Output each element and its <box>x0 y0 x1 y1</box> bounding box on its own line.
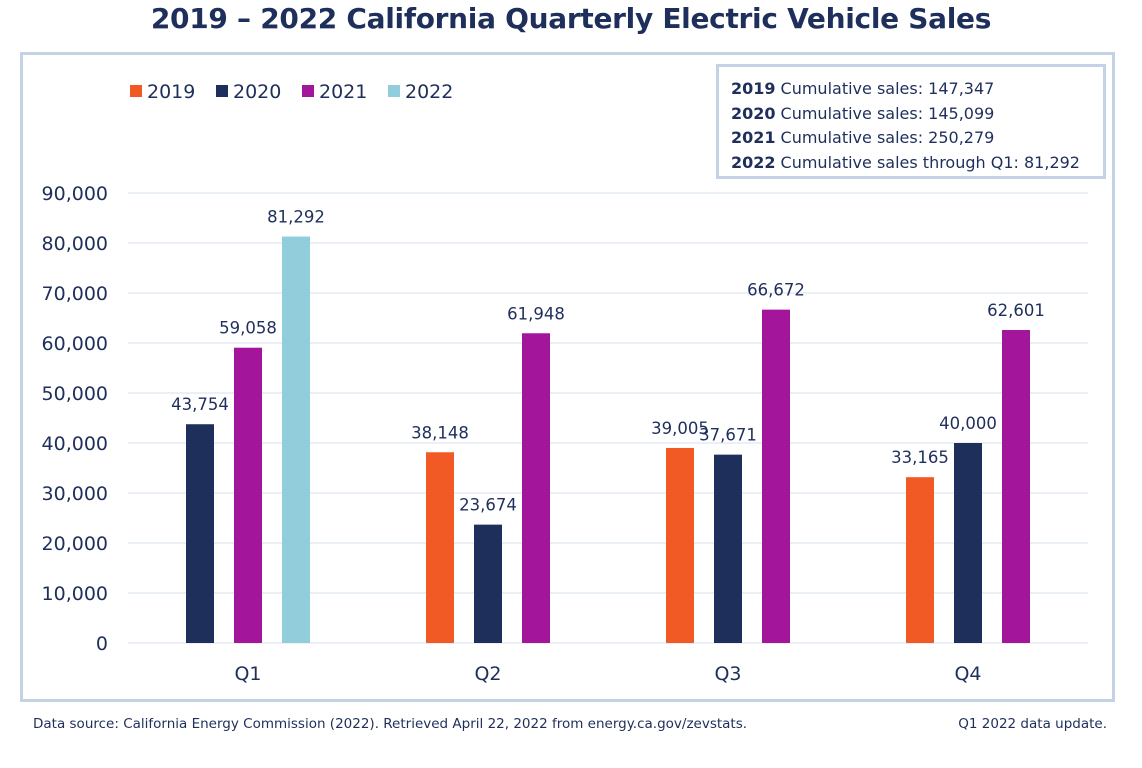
legend-label: 2020 <box>233 81 281 103</box>
y-tick-label: 50,000 <box>42 383 108 405</box>
x-tick-label: Q1 <box>234 663 261 685</box>
y-tick-label: 90,000 <box>42 183 108 205</box>
chart-title: 2019 – 2022 California Quarterly Electri… <box>150 2 992 35</box>
y-tick-label: 10,000 <box>42 583 108 605</box>
bar <box>282 236 310 644</box>
bar <box>666 447 694 643</box>
y-tick-label: 70,000 <box>42 283 108 305</box>
cumulative-row-2022: 2022 Cumulative sales through Q1: 81,292 <box>731 152 1080 172</box>
data-label: 66,672 <box>747 281 805 300</box>
data-label: 33,165 <box>891 448 949 467</box>
chart-frame <box>20 52 1115 702</box>
legend-swatch <box>130 85 142 97</box>
y-tick-label: 30,000 <box>42 483 108 505</box>
data-label: 37,671 <box>699 426 757 445</box>
cumulative-row-2021: 2021 Cumulative sales: 250,279 <box>731 128 995 147</box>
data-label: 23,674 <box>459 496 517 515</box>
data-label: 59,058 <box>219 319 277 338</box>
data-label: 61,948 <box>507 304 565 323</box>
bar <box>714 454 742 643</box>
bar <box>234 347 262 643</box>
bar <box>954 443 982 643</box>
data-label: 62,601 <box>987 301 1045 320</box>
bar <box>186 424 214 643</box>
cumulative-row-2020: 2020 Cumulative sales: 145,099 <box>731 103 995 123</box>
bar-chart: 0 10,000 20,000 30,000 40,000 50,000 60,000 70,… <box>42 81 1088 685</box>
x-tick-label: Q2 <box>474 663 501 685</box>
data-source-note: Data source: California Energy Commissio… <box>33 716 748 732</box>
cumulative-sales-box: 2019 Cumulative sales: 147,347 2020 Cumula… <box>716 64 1106 179</box>
y-tick-label: 20,000 <box>42 533 108 555</box>
y-tick-label: 80,000 <box>42 233 108 255</box>
y-tick-label: 60,000 <box>42 333 108 355</box>
data-label: 39,005 <box>651 419 709 438</box>
bar <box>426 452 454 643</box>
update-note: Q1 2022 data update. <box>958 716 1107 732</box>
legend-swatch <box>302 85 314 97</box>
data-label: 38,148 <box>411 423 469 442</box>
bar <box>762 309 790 643</box>
bar <box>906 477 934 643</box>
bar <box>474 524 502 643</box>
data-label: 81,292 <box>267 208 325 227</box>
legend-swatch <box>388 85 400 97</box>
y-tick-label: 0 <box>96 633 108 655</box>
x-tick-label: Q4 <box>954 663 981 685</box>
data-label: 43,754 <box>171 395 229 414</box>
legend-label: 2019 <box>147 81 195 103</box>
bar <box>1002 329 1030 643</box>
data-label: 40,000 <box>939 414 997 433</box>
cumulative-row-2019: 2019 Cumulative sales: 147,347 <box>731 79 995 98</box>
legend-label: 2021 <box>319 81 367 103</box>
x-tick-label: Q3 <box>714 663 741 685</box>
bar <box>522 333 550 643</box>
legend-label: 2022 <box>405 81 453 103</box>
legend-swatch <box>216 85 228 97</box>
y-tick-label: 40,000 <box>42 433 108 455</box>
